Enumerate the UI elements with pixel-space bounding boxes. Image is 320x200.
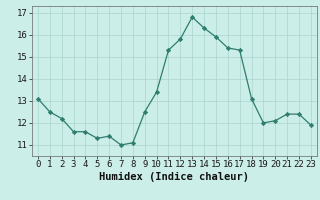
X-axis label: Humidex (Indice chaleur): Humidex (Indice chaleur)	[100, 172, 249, 182]
